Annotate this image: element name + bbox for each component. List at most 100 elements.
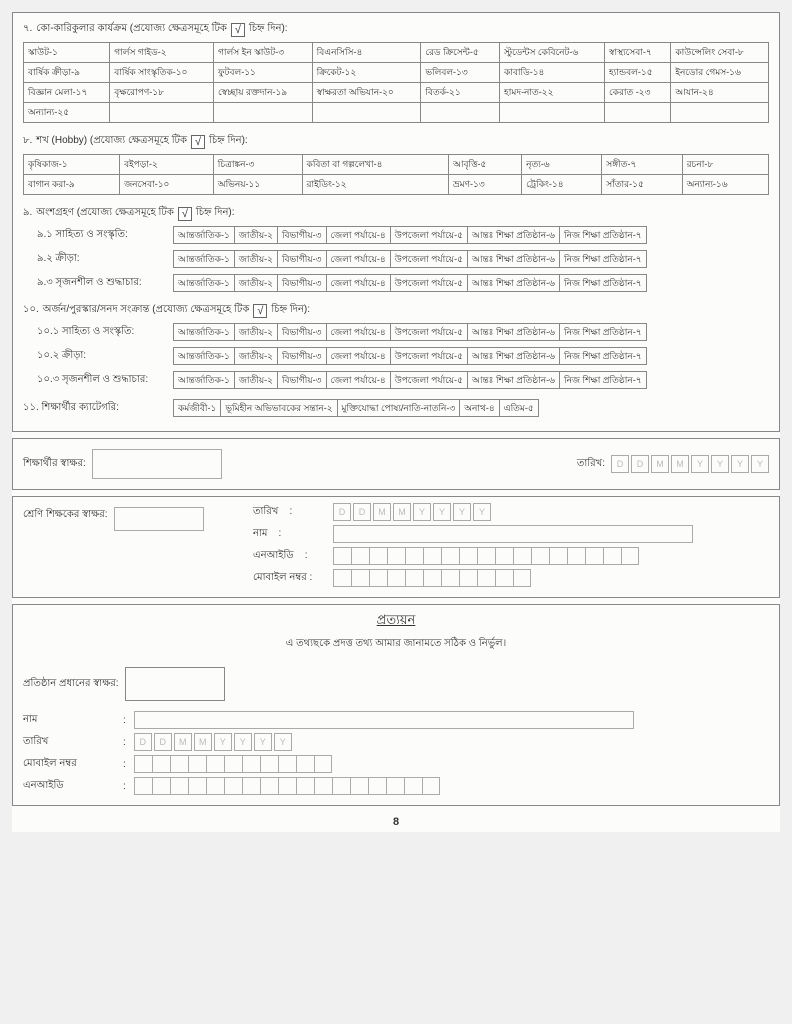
cell[interactable]: নিজ শিক্ষা প্রতিষ্ঠান-৭: [559, 371, 647, 389]
date-cell[interactable]: Y: [413, 503, 431, 521]
cell[interactable]: জাতীয়-২: [234, 371, 277, 389]
cell[interactable]: অন্যান্য-২৫: [24, 103, 110, 123]
date-cells[interactable]: DDMMYYYY: [611, 455, 769, 473]
cell[interactable]: রাইডিং-১২: [302, 175, 448, 195]
cell[interactable]: রেড ক্রিসেন্ট-৫: [421, 43, 500, 63]
cell[interactable]: স্বাক্ষরতা অভিযান-২০: [312, 83, 421, 103]
cell[interactable]: ভ্রমণ-১৩: [449, 175, 522, 195]
cert-date-cells[interactable]: DDMMYYYY: [134, 733, 292, 751]
cell[interactable]: কাবাডি-১৪: [500, 63, 605, 83]
cell[interactable]: জাতীয়-২: [234, 347, 277, 365]
cell[interactable]: কবিতা বা গল্পলেখা-৪: [302, 155, 448, 175]
cert-nid-cells[interactable]: [134, 777, 440, 795]
date-cell[interactable]: Y: [214, 733, 232, 751]
teacher-nid-cells[interactable]: [333, 547, 639, 565]
cell[interactable]: জাতীয়-২: [234, 226, 277, 244]
date-cell[interactable]: Y: [691, 455, 709, 473]
cell[interactable]: বার্ষিক ক্রীড়া-৯: [24, 63, 110, 83]
cell[interactable]: সঙ্গীত-৭: [602, 155, 682, 175]
cell[interactable]: অন্যান্য-১৬: [682, 175, 768, 195]
cell[interactable]: [605, 103, 671, 123]
cell[interactable]: [421, 103, 500, 123]
cell[interactable]: গার্লস ইন স্কাউট-৩: [214, 43, 313, 63]
cell[interactable]: নিজ শিক্ষা প্রতিষ্ঠান-৭: [559, 250, 647, 268]
cell[interactable]: স্কাউট-১: [24, 43, 110, 63]
cell[interactable]: উপজেলা পর্যায়ে-৫: [390, 250, 467, 268]
date-cell[interactable]: Y: [751, 455, 769, 473]
cell[interactable]: বিভাগীয়-৩: [277, 323, 326, 341]
cell[interactable]: বিতর্ক-২১: [421, 83, 500, 103]
cell[interactable]: নিজ শিক্ষা প্রতিষ্ঠান-৭: [559, 347, 647, 365]
cell[interactable]: উপজেলা পর্যায়ে-৫: [390, 347, 467, 365]
cell[interactable]: উপজেলা পর্যায়ে-৫: [390, 274, 467, 292]
date-cell[interactable]: Y: [453, 503, 471, 521]
cell[interactable]: নিজ শিক্ষা প্রতিষ্ঠান-৭: [559, 323, 647, 341]
cell[interactable]: বিএনসিসি-৪: [312, 43, 421, 63]
date-cell[interactable]: M: [174, 733, 192, 751]
date-cell[interactable]: Y: [433, 503, 451, 521]
cell[interactable]: আন্তঃ শিক্ষা প্রতিষ্ঠান-৬: [467, 323, 559, 341]
date-cell[interactable]: D: [611, 455, 629, 473]
cell[interactable]: গার্লস গাইড-২: [110, 43, 214, 63]
cell[interactable]: অনাথ-৪: [459, 399, 498, 417]
cell[interactable]: আবৃত্তি-৫: [449, 155, 522, 175]
cell[interactable]: জেলা পর্যায়ে-৪: [326, 371, 390, 389]
cell[interactable]: ক্রিকেট-১২: [312, 63, 421, 83]
cell[interactable]: অভিনয়-১১: [213, 175, 302, 195]
cell[interactable]: জেলা পর্যায়ে-৪: [326, 323, 390, 341]
cell[interactable]: আন্তঃ শিক্ষা প্রতিষ্ঠান-৬: [467, 347, 559, 365]
cell[interactable]: রচনা-৮: [682, 155, 768, 175]
cell[interactable]: বার্ষিক সাংস্কৃতিক-১০: [110, 63, 214, 83]
cell[interactable]: হ্যান্ডবল-১৫: [605, 63, 671, 83]
cell[interactable]: বিভাগীয়-৩: [277, 250, 326, 268]
cell[interactable]: [671, 103, 769, 123]
date-cell[interactable]: D: [631, 455, 649, 473]
teacher-date-cells[interactable]: DDMMYYYY: [333, 503, 491, 521]
cell[interactable]: ফুটবল-১১: [214, 63, 313, 83]
date-cell[interactable]: M: [373, 503, 391, 521]
cell[interactable]: জেলা পর্যায়ে-৪: [326, 226, 390, 244]
cell[interactable]: বিজ্ঞান মেলা-১৭: [24, 83, 110, 103]
date-cell[interactable]: D: [134, 733, 152, 751]
cell[interactable]: মুক্তিযোদ্ধা পোষ্য/নাতি-নাতনি-৩: [337, 399, 460, 417]
date-cell[interactable]: Y: [274, 733, 292, 751]
cell[interactable]: আন্তর্জাতিক-১: [173, 323, 234, 341]
teacher-mobile-cells[interactable]: [333, 569, 531, 587]
cell[interactable]: জাতীয়-২: [234, 274, 277, 292]
cell[interactable]: আন্তর্জাতিক-১: [173, 226, 234, 244]
cell[interactable]: নিজ শিক্ষা প্রতিষ্ঠান-৭: [559, 226, 647, 244]
cell[interactable]: ইনডোর গেমস-১৬: [671, 63, 769, 83]
cell[interactable]: বিভাগীয়-৩: [277, 371, 326, 389]
cell[interactable]: বৃক্ষরোপণ-১৮: [110, 83, 214, 103]
cell[interactable]: আন্তঃ শিক্ষা প্রতিষ্ঠান-৬: [467, 250, 559, 268]
cell[interactable]: আন্তর্জাতিক-১: [173, 347, 234, 365]
date-cell[interactable]: M: [651, 455, 669, 473]
date-cell[interactable]: M: [393, 503, 411, 521]
cell[interactable]: স্বাস্থ্যসেবা-৭: [605, 43, 671, 63]
cell[interactable]: আন্তঃ শিক্ষা প্রতিষ্ঠান-৬: [467, 371, 559, 389]
student-sig-field[interactable]: [92, 449, 222, 479]
teacher-name-input[interactable]: [333, 525, 693, 543]
cell[interactable]: আন্তর্জাতিক-১: [173, 274, 234, 292]
cell[interactable]: কাউন্সেলিং সেবা-৮: [671, 43, 769, 63]
cell[interactable]: [110, 103, 214, 123]
date-cell[interactable]: D: [333, 503, 351, 521]
cell[interactable]: বিভাগীয়-৩: [277, 274, 326, 292]
date-cell[interactable]: Y: [254, 733, 272, 751]
cell[interactable]: আন্তর্জাতিক-১: [173, 250, 234, 268]
date-cell[interactable]: M: [194, 733, 212, 751]
cell[interactable]: চিত্রাঙ্কন-৩: [213, 155, 302, 175]
head-sig-field[interactable]: [125, 667, 225, 701]
cell[interactable]: [500, 103, 605, 123]
cell[interactable]: আন্তঃ শিক্ষা প্রতিষ্ঠান-৬: [467, 274, 559, 292]
cell[interactable]: কর্মজীবী-১: [173, 399, 220, 417]
cell[interactable]: বইপড়া-২: [120, 155, 214, 175]
cell[interactable]: [214, 103, 313, 123]
cell[interactable]: বাগান করা-৯: [24, 175, 120, 195]
date-cell[interactable]: D: [353, 503, 371, 521]
cert-mobile-cells[interactable]: [134, 755, 332, 773]
cell[interactable]: উপজেলা পর্যায়ে-৫: [390, 323, 467, 341]
cell[interactable]: [312, 103, 421, 123]
cell[interactable]: ভূমিহীন অভিভাবকের সন্তান-২: [220, 399, 336, 417]
teacher-sig-field[interactable]: [114, 507, 204, 531]
